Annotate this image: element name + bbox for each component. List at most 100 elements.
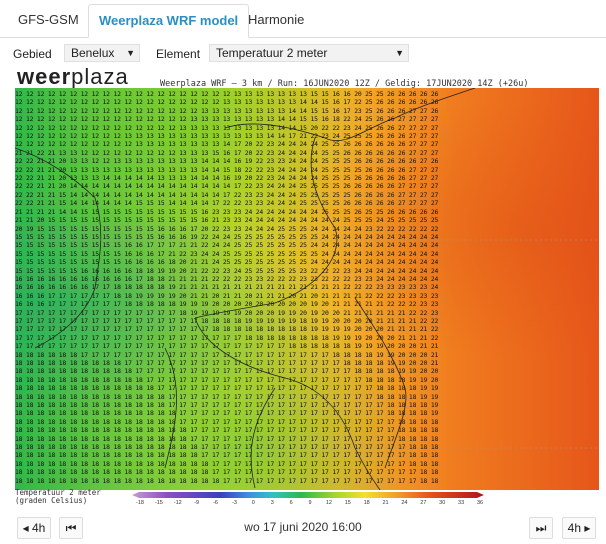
caret-down-icon: ▼ xyxy=(395,48,404,58)
grid-row: 22 22 21 21 20 13 13 12 12 13 13 13 13 1… xyxy=(15,157,439,166)
grid-row: 17 17 17 17 17 17 17 17 17 17 17 17 17 1… xyxy=(15,342,439,351)
caret-down-icon: ▼ xyxy=(126,48,135,58)
country-border xyxy=(354,297,407,469)
logo-rest: plaza xyxy=(71,64,129,89)
region-label: Gebied xyxy=(13,47,52,61)
step-forward-4h-button[interactable]: 4h ▸ xyxy=(562,517,596,539)
colorbar-tick: 18 xyxy=(363,500,370,506)
colorbar-tick: -6 xyxy=(213,500,218,506)
skip-forward-icon: ⏭ xyxy=(535,521,547,535)
step-back-4h-button[interactable]: ◂ 4h xyxy=(17,517,51,539)
grid-row: 16 16 16 16 16 16 16 16 16 16 16 17 18 1… xyxy=(15,274,439,283)
grid-row: 21 21 21 21 14 14 15 15 15 15 15 15 15 1… xyxy=(15,207,439,216)
tab-harmonie[interactable]: Harmonie xyxy=(248,12,305,27)
grid-row: 18 18 18 18 18 18 18 18 18 18 18 18 18 1… xyxy=(15,409,439,418)
element-value: Temperatuur 2 meter xyxy=(216,46,328,60)
skip-back-icon: ⏮ xyxy=(65,521,77,535)
grid-row: 22 22 21 21 20 13 13 13 13 13 13 13 13 1… xyxy=(15,165,439,174)
map-controls: Gebied Benelux ▼ Element Temperatuur 2 m… xyxy=(0,44,606,64)
grid-row: 18 18 18 18 18 18 18 18 18 18 18 18 17 1… xyxy=(15,375,439,384)
grid-row: 12 12 12 12 12 12 12 12 12 12 12 12 12 1… xyxy=(15,115,439,124)
temperature-colorbar xyxy=(132,492,484,498)
colorbar-tick: 12 xyxy=(325,500,332,506)
colorbar-tick: 3 xyxy=(270,500,274,506)
grid-row: 12 12 12 12 12 12 12 12 12 12 12 12 12 1… xyxy=(15,123,439,132)
colorbar-tick: 6 xyxy=(289,500,293,506)
grid-row: 12 12 12 12 12 12 12 12 12 12 13 13 13 1… xyxy=(15,132,439,141)
colorbar-tick: -9 xyxy=(194,500,200,506)
region-value: Benelux xyxy=(71,46,115,60)
colorbar-tick: 9 xyxy=(308,500,312,506)
grid-row: 16 16 16 17 17 17 17 17 17 17 18 18 18 1… xyxy=(15,300,439,309)
element-label: Element xyxy=(156,47,201,61)
colorbar-tick: 30 xyxy=(439,500,446,506)
grid-row: 17 17 17 17 17 17 17 17 17 17 17 17 17 1… xyxy=(15,316,439,325)
grid-row: 15 15 15 15 15 15 15 15 15 15 16 16 17 1… xyxy=(15,241,439,250)
colorbar-tick: 21 xyxy=(382,500,389,506)
map-borders xyxy=(15,88,599,490)
country-border xyxy=(194,137,338,319)
region-border xyxy=(164,347,276,489)
grid-row: 18 18 18 18 18 18 18 18 18 18 18 18 18 1… xyxy=(15,384,439,393)
grid-row: 22 22 21 21 20 13 13 13 14 14 14 14 14 1… xyxy=(15,174,439,183)
colorbar-tick: 15 xyxy=(344,500,351,506)
first-frame-button[interactable]: ⏮ xyxy=(59,517,83,539)
grid-row: 15 15 15 15 15 15 15 15 15 15 16 16 16 1… xyxy=(15,258,439,267)
weerplaza-logo: weerplaza xyxy=(17,64,129,90)
colorbar-ticks: -18 -15 -12 -9 -6 -3 0 3 6 9 12 15 18 21 24 27 30 33 36 xyxy=(136,500,484,508)
grid-row: 12 12 12 12 12 12 12 12 12 12 12 12 12 1… xyxy=(15,106,439,115)
temperature-map: 12 12 12 12 12 12 12 12 12 12 12 12 12 1… xyxy=(15,88,599,490)
grid-row: 17 17 17 17 17 17 17 17 17 17 17 17 17 1… xyxy=(15,333,439,342)
tab-weerplaza-wrf[interactable]: Weerplaza WRF model xyxy=(88,4,250,38)
colorbar-tick: 0 xyxy=(251,500,255,506)
legend-title: Temperatuur 2 meter (graden Celsius) xyxy=(15,489,101,505)
grid-row: 16 16 16 17 17 17 17 17 17 18 18 19 19 1… xyxy=(15,291,439,300)
grid-row: 18 18 18 18 18 18 18 18 18 18 18 18 18 1… xyxy=(15,476,439,485)
grid-row: 18 18 18 18 18 18 18 18 18 18 18 18 18 1… xyxy=(15,434,439,443)
colorbar-tick: -18 xyxy=(136,500,144,506)
valid-datetime: wo 17 juni 2020 16:00 xyxy=(244,520,362,534)
colorbar-tick: 27 xyxy=(420,500,427,506)
grid-row: 15 15 15 15 15 15 15 15 15 15 16 16 16 1… xyxy=(15,249,439,258)
grid-row: 18 18 18 18 18 18 18 18 18 18 18 17 17 1… xyxy=(15,367,439,376)
run-info: Weerplaza WRF — 3 km / Run: 16JUN2020 12… xyxy=(160,79,529,89)
grid-row: 18 18 18 18 18 18 18 18 18 18 18 18 18 1… xyxy=(15,392,439,401)
grid-row: 17 17 17 17 17 17 17 17 17 17 17 17 17 1… xyxy=(15,325,439,334)
grid-row: 18 18 18 18 18 18 18 18 18 18 18 18 18 1… xyxy=(15,426,439,435)
region-select[interactable]: Benelux ▼ xyxy=(64,44,140,62)
grid-row: 22 22 21 21 20 14 14 14 14 14 14 14 14 1… xyxy=(15,182,439,191)
colorbar-tick: -3 xyxy=(231,500,237,506)
grid-row: 18 18 18 18 18 18 18 18 18 18 18 18 18 1… xyxy=(15,468,439,477)
grid-row: 20 19 15 15 15 15 15 15 15 15 15 15 15 1… xyxy=(15,224,439,233)
grid-row: 18 18 18 18 18 18 18 18 18 18 18 18 18 1… xyxy=(15,451,439,460)
grid-row: 18 18 18 18 18 18 18 18 18 18 18 18 18 1… xyxy=(15,459,439,468)
step-back-label: 4h xyxy=(32,521,46,535)
last-frame-button[interactable]: ⏭ xyxy=(529,517,553,539)
grid-row: 18 18 18 18 18 18 18 18 18 18 18 18 18 1… xyxy=(15,401,439,410)
grid-row: 22 22 21 21 15 14 14 14 14 14 14 14 14 1… xyxy=(15,190,439,199)
colorbar-tick: -12 xyxy=(173,500,182,506)
grid-row: 18 18 18 18 18 18 18 18 18 18 17 17 17 1… xyxy=(15,359,439,367)
colorbar-tick: 36 xyxy=(476,500,484,506)
grid-row: 17 17 17 17 17 17 17 17 17 17 17 17 17 1… xyxy=(15,308,439,317)
colorbar-tick: 33 xyxy=(458,500,465,506)
grid-row: 18 18 18 18 18 18 17 17 17 17 17 17 17 1… xyxy=(15,350,439,359)
country-border xyxy=(194,317,381,490)
grid-row: 16 16 16 16 16 16 16 17 17 18 18 18 18 1… xyxy=(15,283,439,292)
element-select[interactable]: Temperatuur 2 meter ▼ xyxy=(209,44,409,62)
colorbar-tick: -15 xyxy=(154,500,163,506)
legend-title-line1: Temperatuur 2 meter xyxy=(15,488,101,497)
coastline xyxy=(15,88,476,349)
model-tabs: GFS-GSM Weerplaza WRF model Harmonie xyxy=(0,0,606,38)
grid-row: 18 18 18 18 18 18 18 18 18 18 18 18 18 1… xyxy=(15,417,439,426)
grid-row: 15 15 15 15 15 15 16 16 16 16 16 18 18 1… xyxy=(15,266,439,275)
tab-gfs-gsm[interactable]: GFS-GSM xyxy=(18,12,79,27)
grid-row: 18 18 18 18 18 18 18 18 18 18 18 18 18 1… xyxy=(15,443,439,452)
grid-row: 12 12 12 12 12 12 12 12 12 12 12 13 13 1… xyxy=(15,140,439,149)
legend-title-line2: (graden Celsius) xyxy=(15,496,88,505)
temperature-grid: 12 12 12 12 12 12 12 12 12 12 12 12 12 1… xyxy=(15,90,438,485)
grid-row: 15 15 15 15 15 15 15 15 15 15 15 15 15 1… xyxy=(15,232,439,241)
logo-bold: weer xyxy=(17,64,72,89)
grid-row: 21 21 22 21 13 13 12 12 12 12 12 12 12 1… xyxy=(15,148,439,157)
step-forward-label: 4h xyxy=(567,521,581,535)
